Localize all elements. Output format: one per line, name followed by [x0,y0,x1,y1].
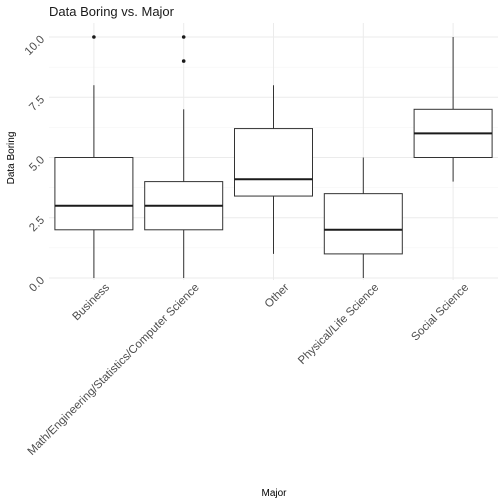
x-axis-title: Major [261,488,287,499]
box-group [323,157,403,278]
x-tick-label: Other [263,282,292,311]
outlier-point [92,35,96,39]
box-iqr [234,128,313,197]
outlier-point [181,59,186,63]
y-tick-label: 0.0 [27,275,47,295]
y-axis-title: Data Boring [6,132,17,185]
x-tick-label: Business [71,281,113,323]
box-group [54,35,134,278]
y-tick-label: 10.0 [23,34,47,58]
x-tick-labels: BusinessMath/Engineering/Statistics/Comp… [26,281,472,457]
box-group [144,35,224,278]
outlier-point [181,35,186,39]
x-tick-label: Math/Engineering/Statistics/Computer Sci… [26,282,202,458]
y-tick-label: 2.5 [27,214,47,234]
box-group [234,85,313,254]
box-group [413,37,493,182]
x-tick-label: Social Science [409,282,471,344]
chart-title: Data Boring vs. Major [49,4,175,19]
y-tick-label: 7.5 [27,94,47,114]
y-tick-labels: 0.0 2.5 5.0 7.5 10.0 [23,34,47,295]
box-iqr [323,193,403,255]
x-tick-label: Physical/Life Science [296,282,381,367]
box-iqr [54,157,134,231]
boxes-layer [54,35,493,278]
y-tick-label: 5.0 [27,154,47,174]
